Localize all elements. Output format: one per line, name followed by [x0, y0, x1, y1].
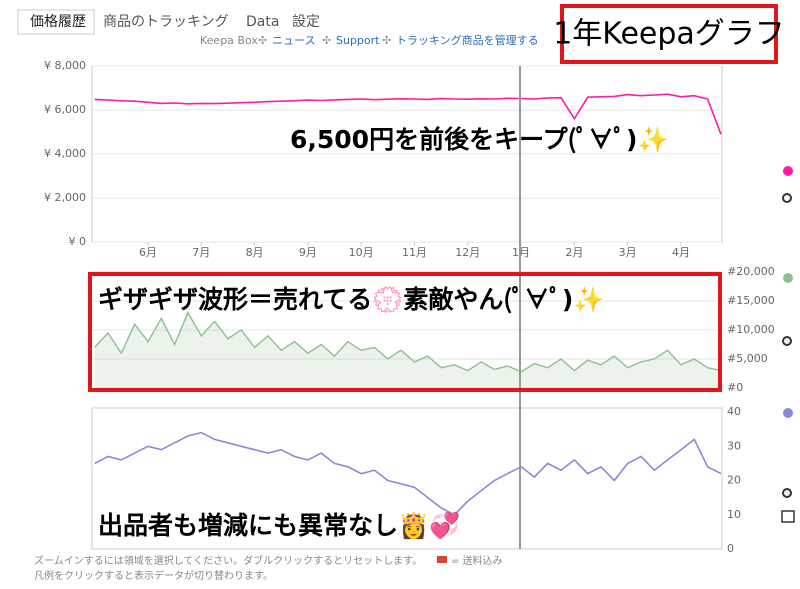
footer-note: 凡例をクリックすると表示データが切り替わります。: [34, 569, 273, 582]
series-line: [94, 311, 722, 373]
series-line: [94, 431, 722, 516]
separator: ✣: [382, 34, 391, 47]
y-tick-label: 0: [727, 542, 734, 555]
separator: ✣: [322, 34, 331, 47]
y-tick-label: ¥ 0: [69, 235, 87, 248]
link[interactable]: トラッキング商品を管理する: [396, 33, 539, 47]
footer-note: = 送料込み: [451, 554, 503, 567]
annotation: 1年Keepaグラフ: [553, 17, 785, 52]
x-tick-label: 2月: [565, 246, 583, 259]
y-tick-label: 10: [727, 508, 741, 521]
y-tick-label: 20: [727, 474, 741, 487]
side-icons: [781, 166, 795, 523]
link[interactable]: Support: [336, 34, 380, 47]
truck-icon: [437, 556, 447, 563]
x-tick-label: 12月: [455, 246, 480, 259]
x-tick-label: 10月: [349, 246, 374, 259]
separator: ✣: [258, 34, 267, 47]
plots: ¥ 0 ¥ 2,000 ¥ 4,000 ¥ 6,000 ¥ 8,000 6月 7月 8月 9月 1…: [44, 59, 775, 555]
y-tick-label: ¥ 4,000: [44, 147, 86, 160]
legend-dot[interactable]: [783, 166, 793, 176]
link[interactable]: ニュース: [272, 34, 315, 47]
y-tick-label: ¥ 8,000: [44, 59, 86, 72]
calendar-icon[interactable]: [781, 510, 795, 523]
y-tick-label: #20,000: [727, 265, 775, 278]
legend-dot[interactable]: [783, 273, 793, 283]
y-tick-label: #15,000: [727, 294, 775, 307]
x-tick-label: 4月: [672, 246, 690, 259]
y-tick-label: #5,000: [727, 352, 768, 365]
title-box: [560, 4, 778, 64]
zoom-icon[interactable]: [782, 488, 792, 498]
y-tick-label: #0: [727, 381, 743, 394]
highlight-box: [88, 272, 722, 392]
tab[interactable]: 設定: [292, 14, 320, 30]
y-tick-label: ¥ 6,000: [44, 103, 86, 116]
y-tick-label: #10,000: [727, 323, 775, 336]
x-tick-label: 8月: [246, 246, 264, 259]
plot-frame: [91, 407, 723, 550]
x-tick-label: 3月: [619, 246, 637, 259]
tab[interactable]: 商品のトラッキング: [103, 14, 229, 30]
annotation: ギザギザ波形＝売れてる💮素敵やん(ﾟ∀ﾟ)✨: [98, 285, 604, 314]
active-tab-box: [17, 9, 95, 35]
zoom-icon[interactable]: [782, 336, 792, 346]
x-tick-label: 11月: [402, 246, 427, 259]
x-tick-label: 9月: [299, 246, 317, 259]
link[interactable]: Keepa Box: [200, 34, 258, 47]
x-tick-label: 7月: [192, 246, 210, 259]
y-tick-label: ¥ 2,000: [44, 191, 86, 204]
series-line: [94, 93, 722, 135]
x-tick-label: 1月: [512, 246, 530, 259]
series-area: [94, 312, 721, 388]
footer-note: ズームインするには領域を選択してください。ダブルクリックするとリセットします。: [34, 554, 422, 567]
x-tick-label: 6月: [139, 246, 157, 259]
annotation: 出品者も増減にも異常なし👸💞: [98, 511, 460, 540]
y-tick-label: 40: [727, 405, 741, 418]
legend-dot[interactable]: [783, 408, 793, 418]
y-tick-label: 30: [727, 439, 741, 452]
tab[interactable]: 価格履歴: [30, 14, 86, 30]
annotation: 6,500円を前後をキープ(ﾟ∀ﾟ)✨: [290, 125, 669, 154]
zoom-icon[interactable]: [782, 193, 792, 203]
tab[interactable]: Data: [246, 14, 279, 30]
